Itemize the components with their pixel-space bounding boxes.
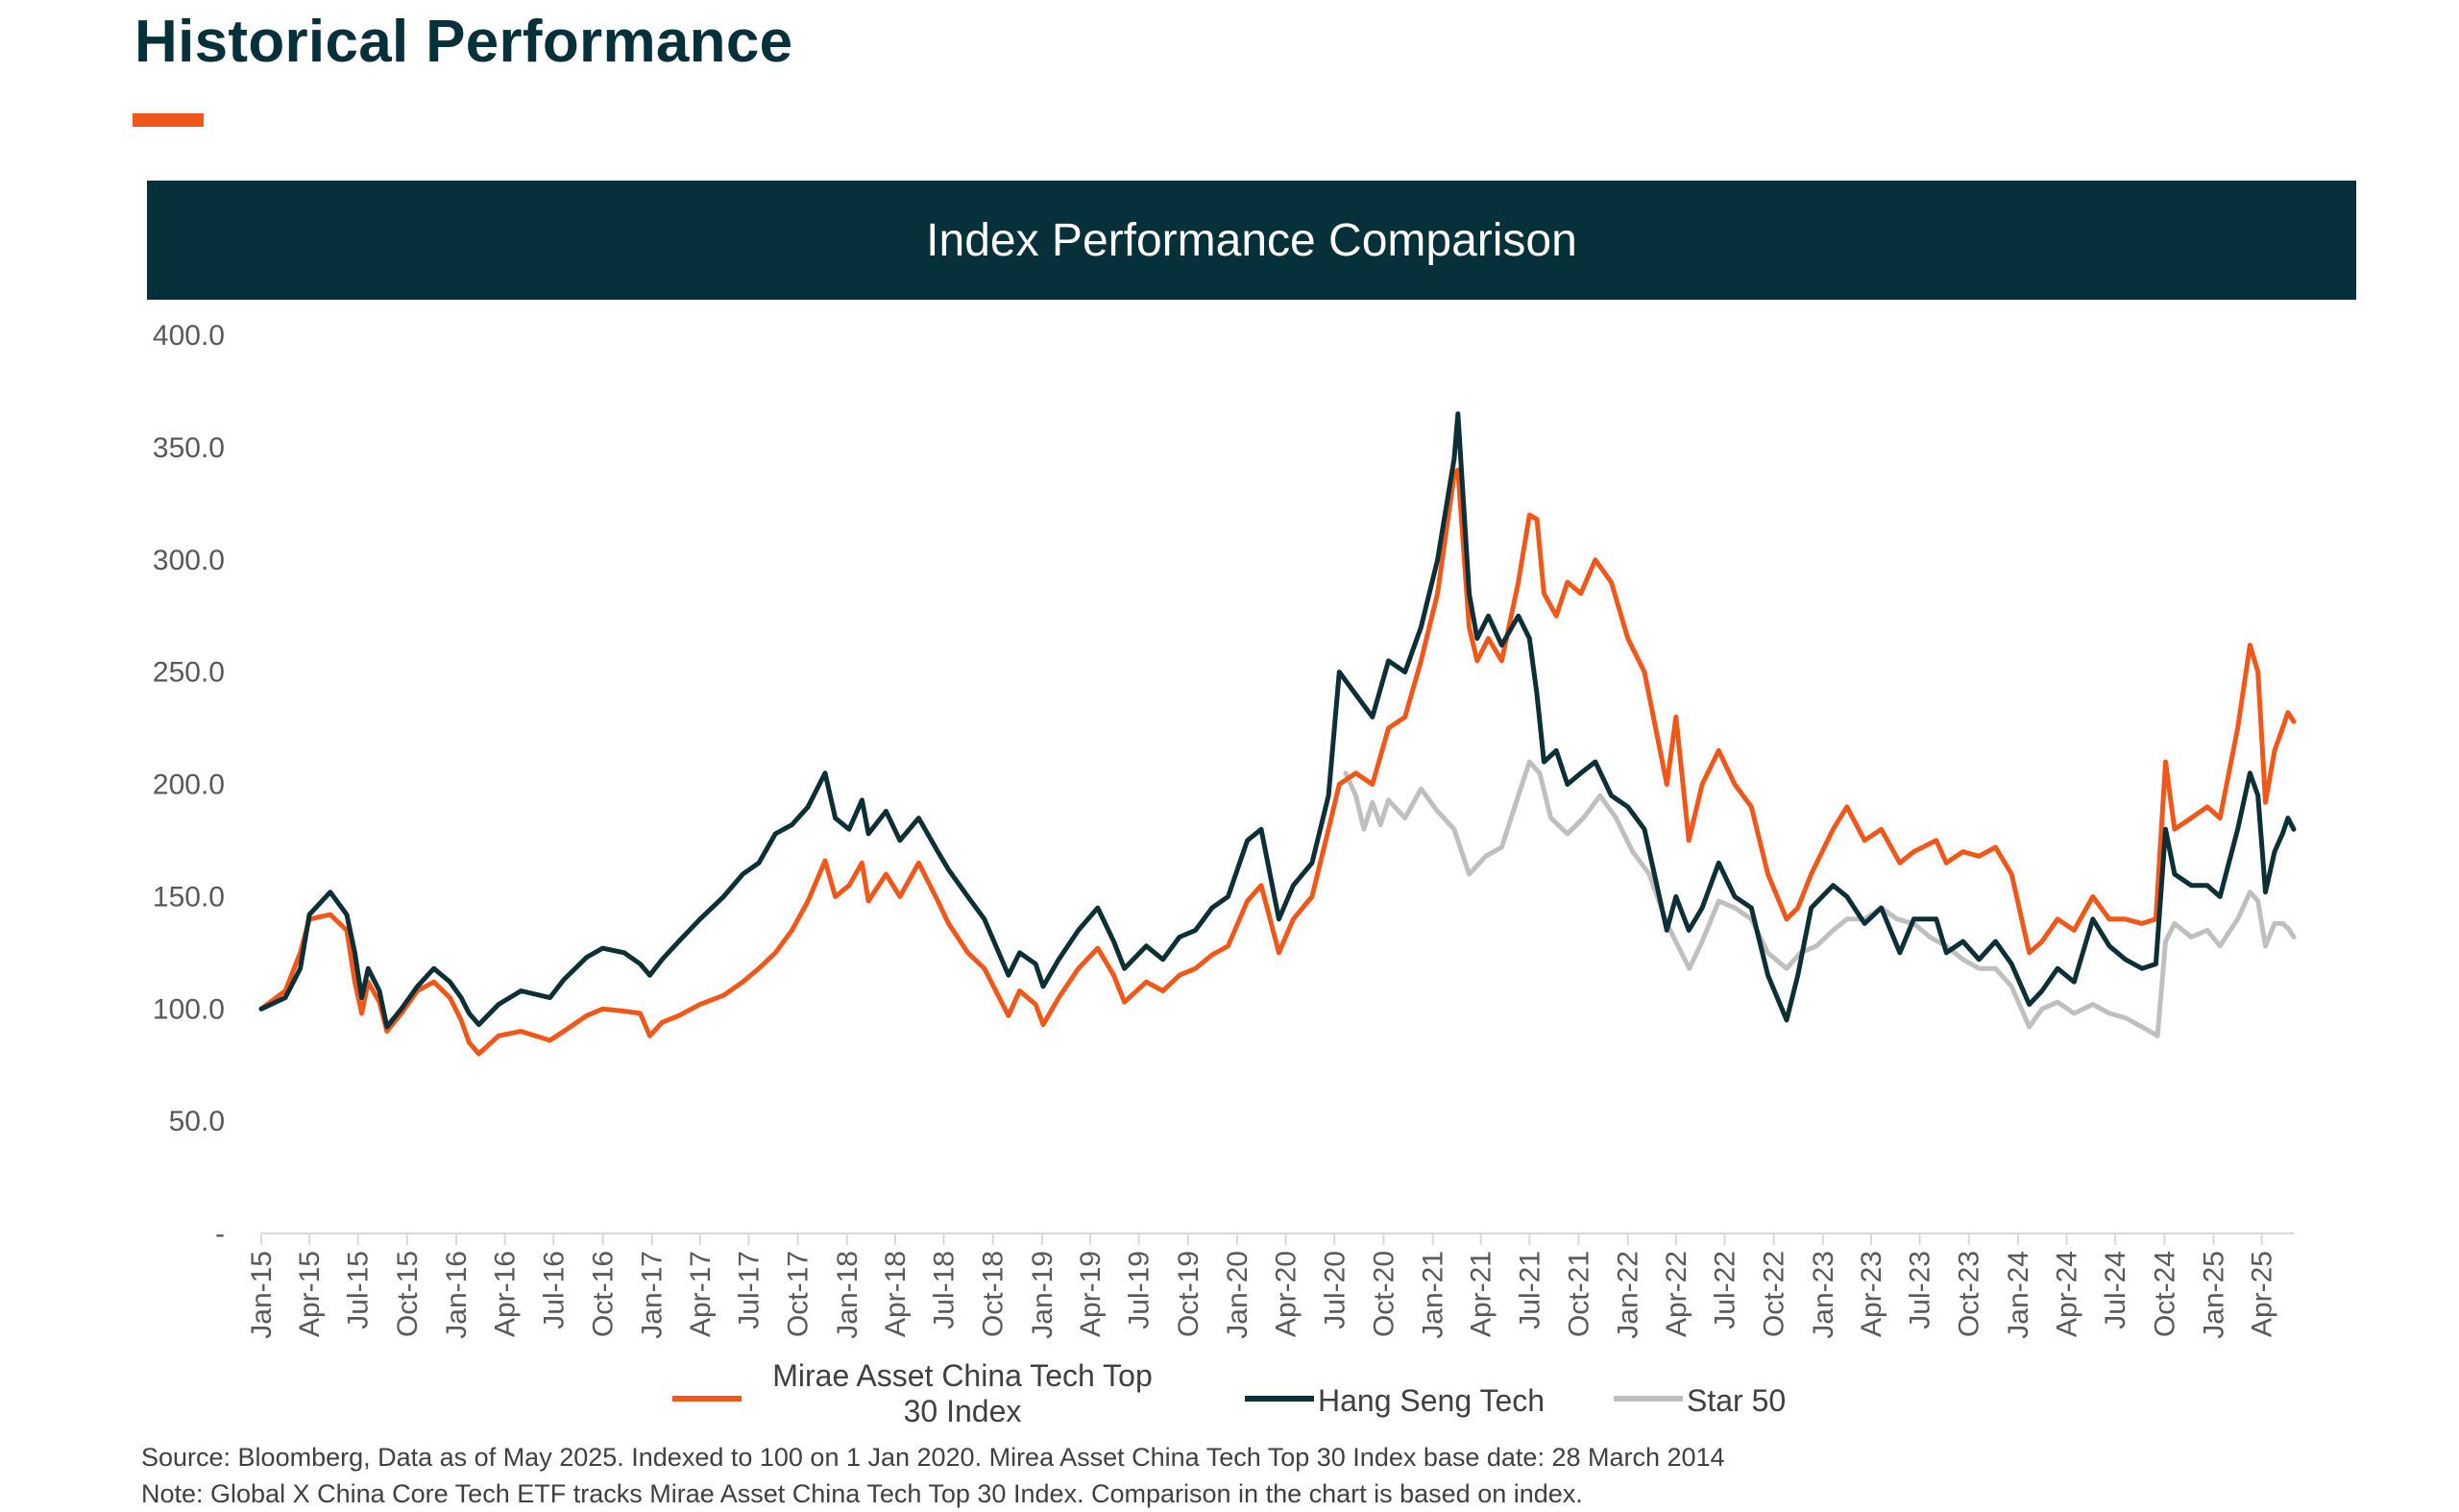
x-tick-label: Jul-20 — [1319, 1251, 1351, 1329]
x-tick-label: Apr-23 — [1856, 1251, 1887, 1337]
y-tick-label: 250.0 — [153, 657, 225, 689]
x-tick-label: Jul-21 — [1514, 1251, 1546, 1329]
source-line: Source: Bloomberg, Data as of May 2025. … — [141, 1443, 1725, 1472]
y-tick-label: 50.0 — [169, 1106, 225, 1137]
x-tick-label: Oct-22 — [1759, 1251, 1790, 1337]
x-tick-label: Apr-18 — [880, 1251, 912, 1337]
x-tick-label: Oct-15 — [392, 1251, 424, 1337]
x-tick-label: Jan-17 — [637, 1251, 669, 1339]
x-tick-label: Apr-22 — [1661, 1251, 1692, 1337]
x-tick-label: Jul-24 — [2100, 1251, 2131, 1329]
x-tick-label: Oct-21 — [1564, 1251, 1595, 1337]
x-tick-label: Oct-19 — [1173, 1251, 1205, 1337]
series-line-hang-seng-tech — [258, 411, 2297, 1030]
legend-label: Mirae Asset China Tech Top — [772, 1358, 1152, 1393]
x-tick-label: Jan-24 — [2003, 1251, 2034, 1339]
chart-banner: Index Performance Comparison — [147, 181, 2356, 300]
x-tick-label: Jul-15 — [343, 1251, 375, 1329]
x-tick-label: Apr-21 — [1466, 1251, 1497, 1337]
x-tick-label: Apr-24 — [2052, 1251, 2083, 1337]
x-tick-label: Jul-19 — [1124, 1251, 1156, 1329]
x-tick-label: Apr-19 — [1075, 1251, 1107, 1337]
x-tick-label: Jul-17 — [733, 1251, 765, 1329]
x-tick-label: Apr-20 — [1271, 1251, 1303, 1337]
title-accent-bar — [133, 113, 204, 127]
legend-label-line2: 30 Index — [904, 1394, 1022, 1428]
series-layer — [258, 411, 2297, 1057]
legend-label: Hang Seng Tech — [1318, 1383, 1545, 1418]
x-tick-label: Jan-15 — [246, 1251, 278, 1339]
y-tick-label: 400.0 — [153, 320, 225, 352]
x-tick-label: Jan-21 — [1418, 1251, 1449, 1339]
x-tick-label: Jul-18 — [929, 1251, 961, 1329]
x-tick-label: Apr-17 — [685, 1251, 717, 1337]
x-tick-label: Jan-20 — [1222, 1251, 1254, 1339]
note-line: Note: Global X China Core Tech ETF track… — [141, 1479, 1583, 1508]
x-tick-label: Apr-25 — [2247, 1251, 2278, 1337]
x-tick-label: Jan-22 — [1613, 1251, 1644, 1339]
y-axis: - 50.0 100.0 150.0 200.0 250.0 300.0 350.0 400.0 — [153, 320, 225, 1250]
x-tick-label: Jan-16 — [441, 1251, 473, 1339]
x-tick-label: Apr-15 — [294, 1251, 326, 1337]
y-tick-label: 100.0 — [153, 993, 225, 1025]
x-tick-label: Jan-18 — [832, 1251, 864, 1339]
y-tick-label: 150.0 — [153, 881, 225, 913]
y-tick-label: - — [215, 1218, 225, 1250]
x-tick-label: Oct-17 — [783, 1251, 815, 1337]
source-note: Source: Bloomberg, Data as of May 2025. … — [141, 1439, 1725, 1512]
series-line-mirae-asset-china-tech-top-30-index — [258, 467, 2297, 1057]
x-tick-label: Oct-16 — [588, 1251, 620, 1337]
chart-title: Index Performance Comparison — [926, 214, 1577, 266]
x-tick-label: Oct-23 — [1954, 1251, 1985, 1337]
x-tick-label: Oct-24 — [2149, 1251, 2180, 1337]
y-tick-label: 350.0 — [153, 432, 225, 464]
page-title: Historical Performance — [134, 9, 793, 75]
legend-label: Star 50 — [1687, 1383, 1786, 1418]
x-tick-label: Jan-19 — [1027, 1251, 1059, 1339]
x-tick-label: Jul-22 — [1709, 1251, 1741, 1329]
x-tick-label: Oct-18 — [978, 1251, 1010, 1337]
x-tick-label: Jan-25 — [2199, 1251, 2230, 1339]
performance-chart: - 50.0 100.0 150.0 200.0 250.0 300.0 350.0 400.0… — [153, 320, 2297, 1428]
x-axis: Jan-15 Apr-15 Jul-15 Oct-15 Jan-16 Apr-16 Jul-… — [246, 1232, 2294, 1339]
x-tick-label: Oct-20 — [1368, 1251, 1400, 1337]
y-tick-label: 300.0 — [153, 545, 225, 576]
x-tick-label: Jan-23 — [1808, 1251, 1839, 1339]
series-line-star-50 — [1343, 759, 2297, 1038]
y-tick-label: 200.0 — [153, 769, 225, 801]
x-tick-label: Apr-16 — [490, 1251, 522, 1337]
x-tick-label: Jul-23 — [1905, 1251, 1936, 1329]
x-tick-label: Jul-16 — [538, 1251, 570, 1329]
